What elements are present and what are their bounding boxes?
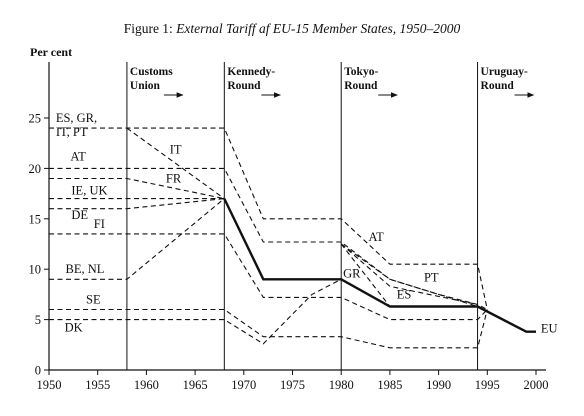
series-annotation: FI: [94, 217, 105, 231]
round-label: Uruguay-: [481, 66, 528, 78]
series-line-de: [49, 198, 225, 210]
series-annotation: AT: [368, 230, 384, 244]
x-tick-label: 1965: [183, 378, 208, 392]
series-annotation: AT: [70, 149, 86, 163]
series-line-fi: [49, 233, 488, 321]
series-line-es-gr-it-pt: [49, 127, 488, 310]
round-label: Union: [130, 80, 161, 92]
figure-label: Figure 1:: [123, 21, 173, 36]
x-tick-label: 2000: [524, 378, 549, 392]
series-annotation: PT: [424, 270, 439, 284]
series-line-at: [49, 167, 488, 310]
series-line-dk: [49, 278, 342, 345]
x-tick-label: 1960: [134, 378, 159, 392]
series-line-gr: [340, 243, 391, 307]
series-annotation: DK: [65, 321, 83, 335]
round-label: Customs: [130, 66, 173, 78]
series-line-se: [49, 308, 488, 349]
round-label: Tokyo-: [344, 66, 378, 78]
series-line-it: [126, 127, 225, 200]
y-tick-label: 0: [35, 364, 41, 378]
series-line-es: [340, 243, 478, 306]
x-tick-label: 1980: [329, 378, 354, 392]
series-line-pt: [340, 243, 478, 308]
series-annotation: ES, GR,: [56, 111, 97, 125]
series-annotation: FR: [166, 172, 182, 186]
y-tick-label: 10: [29, 263, 42, 277]
series-annotation: DE: [71, 208, 88, 222]
round-label: Kennedy-: [227, 66, 275, 78]
y-tick-label: 25: [29, 112, 42, 126]
series-annotation: ES: [397, 287, 412, 301]
x-tick-label: 1990: [426, 378, 451, 392]
round-label: Round: [227, 80, 261, 92]
series-line-fr: [49, 177, 225, 200]
series-annotation: IE, UK: [71, 184, 107, 198]
y-tick-label: 5: [35, 313, 41, 327]
round-label: Round: [344, 80, 378, 92]
series-annotation: SE: [86, 292, 101, 306]
series-line-be-nl: [49, 198, 225, 280]
y-axis-label: Per cent: [30, 45, 72, 59]
x-tick-label: 1995: [475, 378, 500, 392]
figure-title-text: External Tariff af EU-15 Member States, …: [176, 21, 461, 36]
x-tick-label: 1950: [37, 378, 62, 392]
y-tick-label: 20: [29, 162, 42, 176]
series-annotation: IT, PT: [56, 125, 88, 139]
series-annotation: BE, NL: [66, 262, 105, 276]
series-annotation: IT: [170, 142, 182, 156]
series-annotation: EU: [541, 322, 558, 336]
y-tick-label: 15: [29, 212, 42, 226]
x-tick-label: 1970: [231, 378, 256, 392]
round-label: Round: [481, 80, 515, 92]
series-annotation: GR: [343, 266, 361, 280]
x-tick-label: 1985: [377, 378, 402, 392]
x-tick-label: 1955: [85, 378, 110, 392]
x-tick-label: 1975: [280, 378, 305, 392]
figure-title: Figure 1: External Tariff af EU-15 Membe…: [0, 21, 584, 37]
